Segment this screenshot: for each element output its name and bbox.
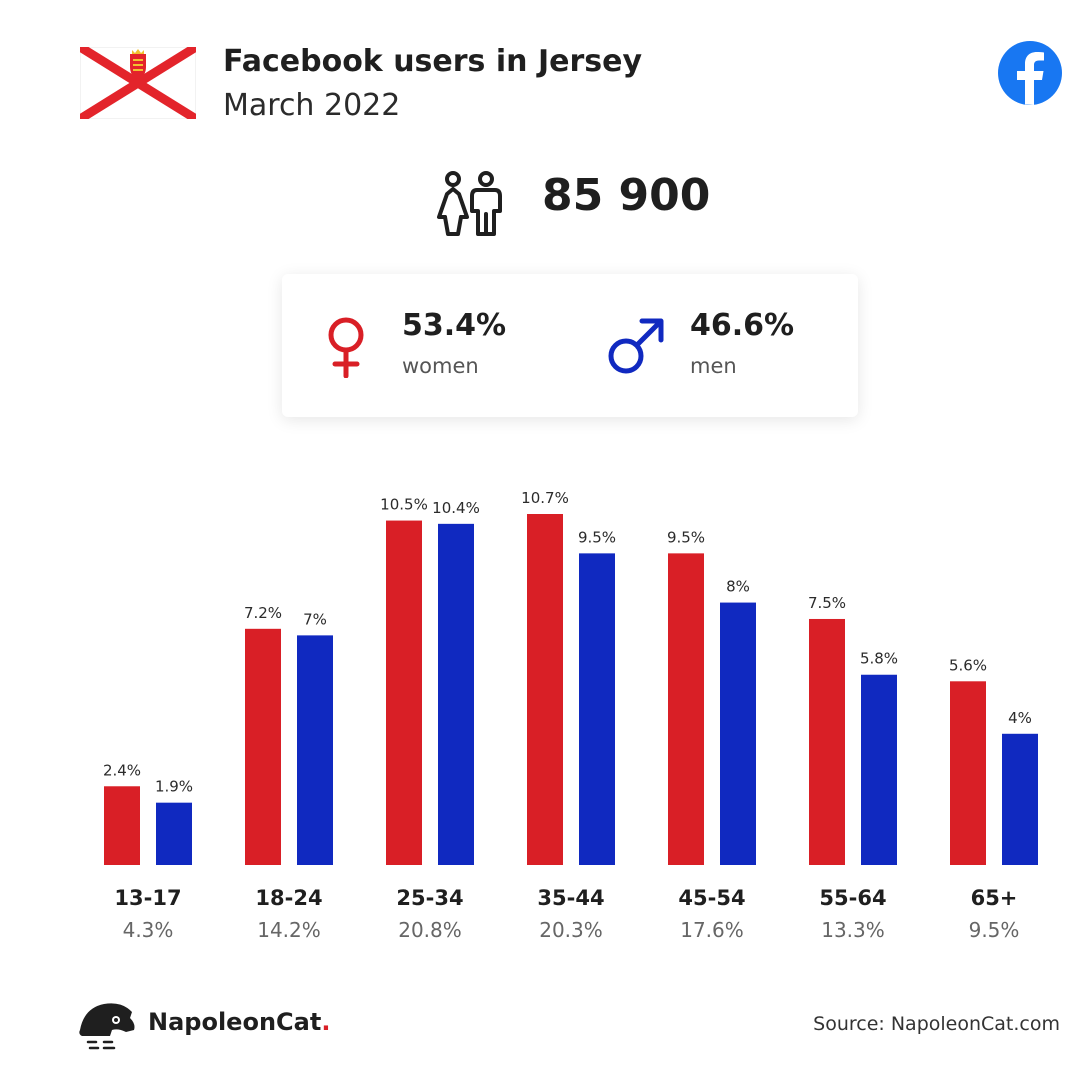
- category-label: 18-24: [255, 886, 322, 910]
- category-total-label: 9.5%: [969, 918, 1020, 942]
- bar: [297, 635, 333, 865]
- facebook-logo-icon[interactable]: [998, 41, 1062, 105]
- category-label: 45-54: [678, 886, 745, 910]
- source-credit: Source: NapoleonCat.com: [813, 1013, 1060, 1035]
- total-users-count: 85 900: [542, 170, 711, 221]
- female-symbol-icon: [328, 317, 364, 378]
- bar: [104, 786, 140, 865]
- bar-value-label: 2.4%: [103, 761, 141, 779]
- bar-value-label: 5.8%: [860, 650, 898, 668]
- category-label: 55-64: [819, 886, 886, 910]
- bar: [861, 674, 897, 865]
- women-percent: 53.4%: [402, 308, 507, 343]
- bar-value-label: 10.7%: [521, 489, 569, 507]
- men-percent: 46.6%: [690, 308, 795, 343]
- bar: [156, 802, 192, 865]
- bar-value-label: 8%: [726, 578, 750, 596]
- category-total-label: 4.3%: [123, 918, 174, 942]
- bar-value-label: 1.9%: [155, 778, 193, 796]
- bar-value-label: 10.5%: [380, 496, 428, 514]
- bar: [809, 618, 845, 865]
- page-title: Facebook users in Jersey: [223, 44, 643, 79]
- bar-value-label: 9.5%: [578, 528, 616, 546]
- bar: [950, 681, 986, 865]
- category-label: 35-44: [537, 886, 604, 910]
- jersey-flag-icon: [80, 47, 196, 119]
- category-label: 65+: [971, 886, 1018, 910]
- bar-value-label: 7.5%: [808, 594, 846, 612]
- napoleoncat-logo-icon: [79, 1003, 135, 1050]
- bar: [386, 520, 422, 865]
- bar: [720, 602, 756, 865]
- bar: [1002, 733, 1038, 865]
- bar: [668, 553, 704, 865]
- page-subtitle: March 2022: [223, 88, 401, 123]
- bar: [579, 553, 615, 865]
- category-total-label: 14.2%: [257, 918, 321, 942]
- category-total-label: 13.3%: [821, 918, 885, 942]
- bar-value-label: 9.5%: [667, 528, 705, 546]
- women-label: women: [402, 354, 479, 378]
- people-icon: [437, 171, 502, 236]
- male-symbol-icon: [608, 318, 664, 374]
- bar: [527, 514, 563, 865]
- category-label: 25-34: [396, 886, 463, 910]
- brand-name: NapoleonCat.: [148, 1008, 331, 1036]
- men-label: men: [690, 354, 737, 378]
- bar-value-label: 4%: [1008, 709, 1032, 727]
- category-total-label: 20.8%: [398, 918, 462, 942]
- category-total-label: 17.6%: [680, 918, 744, 942]
- bar-value-label: 7%: [303, 610, 327, 628]
- bar-value-label: 10.4%: [432, 499, 480, 517]
- bar-value-label: 5.6%: [949, 656, 987, 674]
- category-label: 13-17: [114, 886, 181, 910]
- category-total-label: 20.3%: [539, 918, 603, 942]
- bar-value-label: 7.2%: [244, 604, 282, 622]
- bar: [438, 523, 474, 865]
- bar: [245, 628, 281, 865]
- gender-split-card: 53.4% women 46.6% men: [282, 274, 858, 417]
